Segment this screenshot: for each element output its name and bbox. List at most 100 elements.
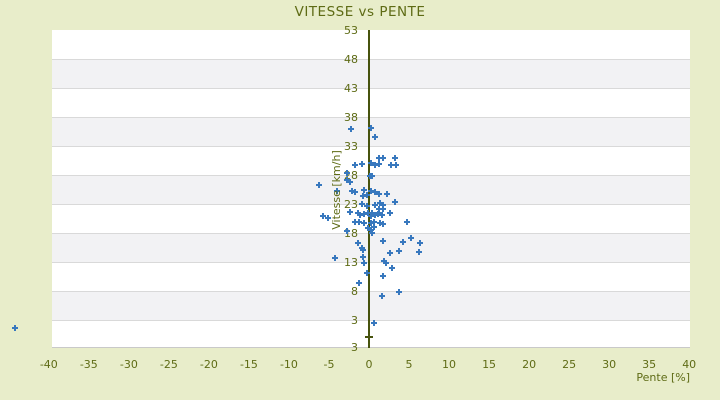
plot-band [52,232,690,262]
data-point-marker [367,213,374,220]
y-tick-label: 23 [344,197,358,211]
data-point-marker [375,160,382,167]
data-point-marker [415,249,422,256]
data-point-marker [369,229,376,236]
y-axis-zero-line [367,30,370,348]
data-point-marker [360,246,367,253]
data-point-marker [358,160,365,167]
plot-band [52,30,690,59]
data-point-marker [354,239,361,246]
y-tick-label: 38 [344,110,358,124]
data-point-marker [333,188,340,195]
data-point-marker [381,257,388,264]
data-point-marker [380,202,387,209]
zero-line-tick [364,336,373,339]
x-tick-label: 0 [365,358,373,371]
x-axis-title: Pente [%] [636,371,690,384]
x-tick-label: 10 [442,358,457,371]
data-point-marker [343,228,350,235]
data-point-marker [372,133,379,140]
data-point-marker [325,214,332,221]
data-point-marker [379,272,386,279]
x-tick-label: -30 [119,358,138,371]
y-tick-label: 13 [344,255,358,269]
data-point-marker [408,235,415,242]
y-tick-label: 3 [351,313,358,327]
gridline [52,59,690,60]
x-tick-label: -20 [199,358,218,371]
data-point-marker [396,247,403,254]
data-point-marker [343,170,350,177]
data-point-marker [376,191,383,198]
data-point-marker [360,192,367,199]
data-point-marker [12,325,19,332]
gridline [52,262,690,263]
data-point-marker [378,211,385,218]
data-point-marker [376,210,383,217]
data-point-marker [365,224,372,231]
x-tick-label: 25 [562,358,577,371]
y-tick-label: 43 [344,81,358,95]
x-tick-label: 40 [682,358,697,371]
data-point-marker [348,126,355,133]
data-point-marker [372,202,379,209]
x-tick-label: 30 [602,358,617,371]
data-point-marker [320,213,327,220]
gridline [52,204,690,205]
data-point-marker [357,211,364,218]
data-point-marker [355,279,362,286]
plot-band [52,87,690,117]
data-point-marker [351,162,358,169]
x-tick-label: -40 [39,358,58,371]
x-tick-label: -15 [239,358,258,371]
data-point-marker [377,199,384,206]
plot-band [52,261,690,291]
data-point-marker [380,154,387,161]
data-point-marker [359,253,366,260]
data-point-marker [332,254,339,261]
chart-title: VITESSE vs PENTE [294,4,426,20]
x-tick-label: 35 [642,358,657,371]
data-point-marker [417,239,424,246]
plot-band [52,116,690,146]
data-point-marker [364,191,371,198]
data-point-marker [356,218,363,225]
data-point-marker [380,238,387,245]
gridline [52,291,690,292]
y-axis-title: Vitesse [km/h] [330,150,343,230]
data-point-marker [365,210,372,217]
y-tick-label: 48 [344,52,358,66]
gridline [52,146,690,147]
data-point-marker [382,260,389,267]
data-point-marker [368,159,375,166]
data-point-marker [387,161,394,168]
data-point-marker [370,224,377,231]
y-tick-label: 8 [351,284,358,298]
data-point-marker [377,220,384,227]
data-point-marker [386,249,393,256]
data-point-marker [370,218,377,225]
data-point-marker [358,200,365,207]
data-point-marker [361,260,368,267]
data-point-marker [378,293,385,300]
data-point-marker [361,187,368,194]
data-point-marker [375,206,382,213]
y-tick-label: 53 [344,24,358,37]
plot-band [52,58,690,88]
data-point-marker [364,269,371,276]
data-point-marker [349,188,356,195]
data-point-marker [376,154,383,161]
data-point-marker [370,319,377,326]
data-point-marker [386,210,393,217]
data-point-marker [404,218,411,225]
data-point-marker [346,209,353,216]
data-point-marker [354,210,361,217]
data-point-marker [352,188,359,195]
data-point-marker [380,220,387,227]
data-point-marker [351,218,358,225]
data-point-marker [361,210,368,217]
data-point-marker [367,220,374,227]
data-point-marker [389,264,396,271]
data-point-marker [343,177,350,184]
